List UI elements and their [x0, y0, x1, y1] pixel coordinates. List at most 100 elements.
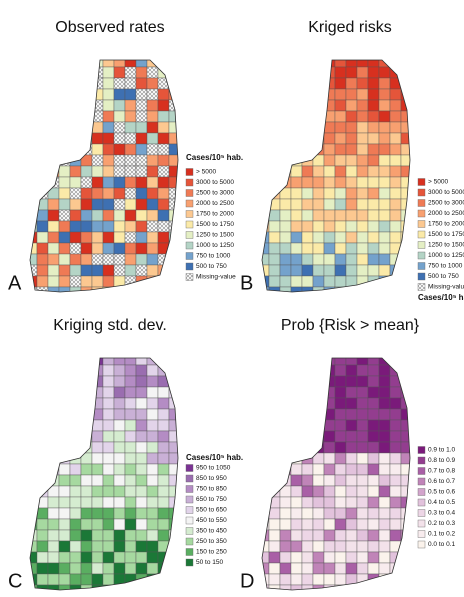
panel-letter: D [240, 570, 254, 592]
map-cell [168, 463, 178, 476]
legend-label: 550 to 650 [196, 507, 227, 514]
map-cell [180, 100, 191, 111]
map-cell [279, 507, 292, 520]
map-cell [367, 286, 380, 292]
map-cell [262, 529, 270, 542]
map-cell [323, 518, 336, 531]
map-cell [80, 496, 93, 509]
map-cell [378, 573, 391, 586]
map-cell [345, 154, 358, 167]
map-cell [157, 408, 170, 421]
map-cell [69, 551, 82, 564]
map-cell [301, 540, 314, 553]
map-cell [412, 365, 423, 376]
map-cell [102, 529, 115, 542]
map-cell [262, 231, 270, 244]
legend-label: 2500 to 3000 [428, 200, 464, 207]
map-cell [262, 209, 270, 222]
map-cell [323, 242, 336, 255]
map-cell [146, 253, 159, 266]
map-cell [312, 99, 325, 112]
map-cell [124, 364, 137, 377]
legend-label: > 5000 [428, 179, 448, 186]
map-cell [389, 430, 402, 443]
map-cell [146, 220, 159, 233]
map-cell [47, 264, 60, 277]
map-cell [301, 529, 314, 542]
map-cell [113, 121, 126, 134]
map-cell [290, 187, 303, 200]
map-cell [268, 573, 281, 586]
map-cell [400, 507, 410, 520]
map-cell [367, 441, 380, 454]
legend-label: 0.6 to 0.7 [428, 478, 455, 485]
map-cell [279, 121, 292, 134]
map-cell [367, 253, 380, 266]
map-cell [135, 66, 148, 79]
map-cell [356, 529, 369, 542]
map-cell [102, 66, 115, 79]
map-cell [30, 176, 38, 189]
map-cell [180, 67, 191, 78]
map-cell [378, 408, 391, 421]
map-cell [367, 242, 380, 255]
legend-label: 850 to 950 [196, 475, 227, 482]
map-cell [30, 573, 38, 586]
map-cell [113, 529, 126, 542]
map-cell [334, 165, 347, 178]
map-cell [367, 474, 380, 487]
map-cell [30, 430, 38, 443]
map-cell [168, 584, 178, 590]
map-cell [345, 231, 358, 244]
map-cell [146, 573, 159, 586]
map-cell [146, 364, 159, 377]
map-cell [268, 286, 281, 292]
map-cell [312, 253, 325, 266]
legend-swatch [185, 189, 194, 197]
map-cell [268, 408, 281, 421]
map-cell [262, 452, 270, 465]
map-cell [102, 358, 115, 366]
map-cell [301, 132, 314, 145]
map-cell [301, 143, 314, 156]
map-cell [30, 408, 38, 421]
map-cell [301, 121, 314, 134]
map-cell [146, 176, 159, 189]
map-cell [47, 77, 60, 90]
map-cell [47, 529, 60, 542]
map-cell [301, 286, 314, 292]
map-cell [400, 187, 410, 200]
map-cell [412, 585, 423, 596]
map-cell [69, 562, 82, 575]
map-outline [29, 59, 179, 293]
map-cell [323, 463, 336, 476]
map-cell [47, 507, 60, 520]
map-cell [378, 60, 391, 68]
map-cell [323, 220, 336, 233]
map-cell [290, 231, 303, 244]
map-cell [157, 132, 170, 145]
map-cell [356, 286, 369, 292]
map-cell [389, 154, 402, 167]
map-cell [102, 573, 115, 586]
legend-label: 0.0 to 0.1 [428, 541, 455, 548]
map-cell [367, 209, 380, 222]
map-cell [69, 485, 82, 498]
map-cell [168, 275, 178, 288]
map-cell [378, 485, 391, 498]
map-cell [58, 463, 71, 476]
map-cell [334, 358, 347, 366]
map-cell [312, 386, 325, 399]
map [30, 60, 191, 292]
map-cell [323, 198, 336, 211]
map-cell [30, 474, 38, 487]
map-cell [400, 66, 410, 79]
map-cell [290, 358, 303, 366]
map-cell [102, 253, 115, 266]
map-cell [36, 231, 49, 244]
map-cell [400, 485, 410, 498]
map-cell [367, 143, 380, 156]
map-cell [279, 66, 292, 79]
map-cell [378, 176, 391, 189]
map-cell [36, 286, 49, 292]
